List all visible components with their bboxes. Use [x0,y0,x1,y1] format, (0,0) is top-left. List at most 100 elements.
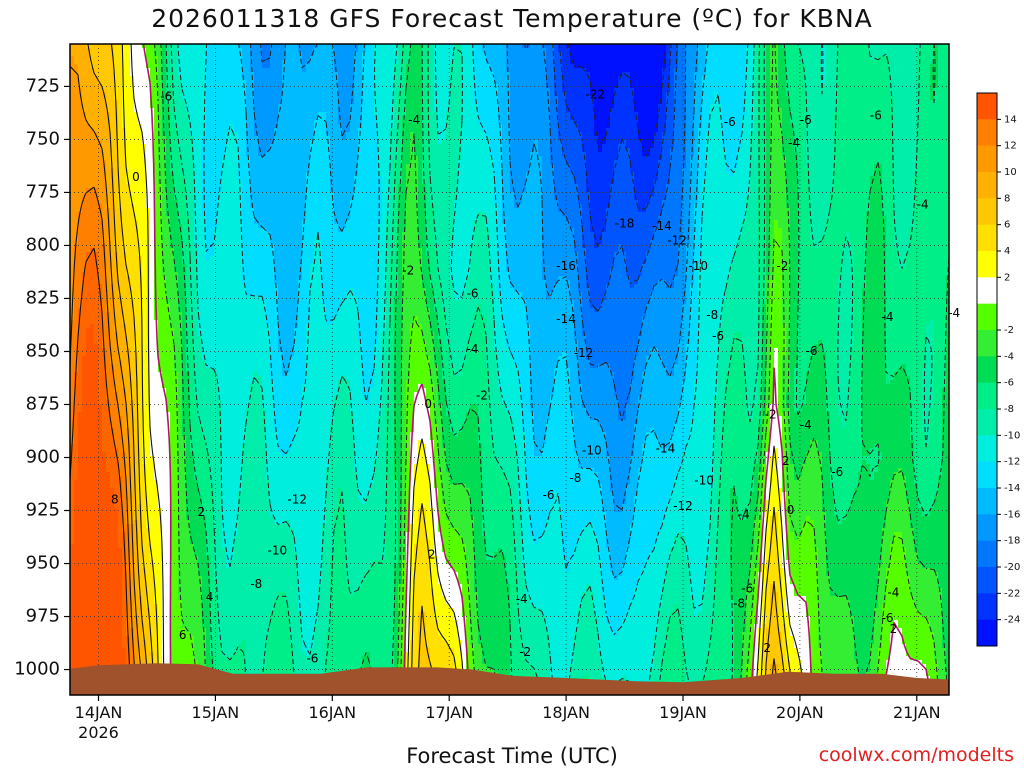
temperature-cell [110,380,114,384]
temperature-cell [90,304,94,308]
temperature-cell [114,412,118,416]
temperature-cell [158,452,162,456]
temperature-cell [142,424,146,428]
temperature-cell [138,188,142,192]
temperature-cell [162,444,166,448]
temperature-cell [146,472,150,476]
temperature-cell [174,292,178,296]
temperature-cell [190,208,194,212]
temperature-cell [162,484,166,488]
temperature-cell [86,92,90,96]
temperature-cell [130,212,134,216]
temperature-cell [82,612,86,616]
temperature-cell [134,376,138,380]
temperature-cell [190,72,194,76]
temperature-cell [190,96,194,100]
temperature-cell [90,584,94,588]
temperature-cell [118,544,122,548]
temperature-cell [78,132,82,136]
temperature-cell [118,256,122,260]
temperature-cell [90,500,94,504]
temperature-cell [94,604,98,608]
temperature-cell [130,104,134,108]
temperature-cell [78,656,82,660]
temperature-cell [82,644,86,648]
temperature-cell [82,148,86,152]
temperature-cell [162,428,166,432]
temperature-cell [178,184,182,188]
temperature-cell [114,488,118,492]
temperature-cell [86,612,90,616]
temperature-cell [186,576,190,580]
temperature-cell [134,144,138,148]
temperature-cell [142,64,146,68]
temperature-cell [174,84,178,88]
temperature-cell [110,452,114,456]
temperature-cell [174,600,178,604]
temperature-cell [162,500,166,504]
temperature-cell [82,536,86,540]
temperature-cell [186,180,190,184]
temperature-cell [166,476,170,480]
temperature-cell [134,304,138,308]
temperature-cell [150,400,154,404]
temperature-cell [178,284,182,288]
temperature-cell [150,516,154,520]
temperature-cell [174,360,178,364]
temperature-cell [102,652,106,656]
temperature-cell [106,256,110,260]
temperature-cell [146,352,150,356]
temperature-cell [182,108,186,112]
temperature-cell [154,120,158,124]
temperature-cell [74,552,78,556]
temperature-cell [154,380,158,384]
temperature-cell [114,628,118,632]
temperature-cell [102,388,106,392]
temperature-cell [114,176,118,180]
temperature-cell [182,52,186,56]
temperature-cell [94,356,98,360]
temperature-cell [78,584,82,588]
temperature-cell [174,596,178,600]
temperature-cell [170,224,174,228]
temperature-cell [162,52,166,56]
temperature-cell [158,288,162,292]
temperature-cell [94,172,98,176]
temperature-cell [186,288,190,292]
temperature-cell [138,512,142,516]
temperature-cell [110,588,114,592]
temperature-cell [186,100,190,104]
temperature-cell [166,264,170,268]
temperature-cell [142,536,146,540]
temperature-cell [174,624,178,628]
temperature-cell [130,228,134,232]
temperature-cell [106,500,110,504]
temperature-cell [138,52,142,56]
temperature-cell [106,628,110,632]
temperature-cell [166,612,170,616]
temperature-cell [150,292,154,296]
temperature-cell [158,260,162,264]
temperature-cell [170,112,174,116]
temperature-cell [130,272,134,276]
temperature-cell [114,612,118,616]
temperature-cell [126,100,130,104]
temperature-cell [166,620,170,624]
temperature-cell [174,140,178,144]
temperature-cell [182,540,186,544]
temperature-cell [186,292,190,296]
temperature-cell [142,316,146,320]
temperature-cell [186,648,190,652]
temperature-cell [90,176,94,180]
temperature-cell [102,196,106,200]
temperature-cell [178,620,182,624]
temperature-cell [178,596,182,600]
temperature-cell [134,440,138,444]
temperature-cell [106,368,110,372]
temperature-cell [90,468,94,472]
temperature-cell [86,428,90,432]
temperature-cell [94,320,98,324]
temperature-cell [178,108,182,112]
temperature-cell [150,52,154,56]
temperature-cell [130,48,134,52]
